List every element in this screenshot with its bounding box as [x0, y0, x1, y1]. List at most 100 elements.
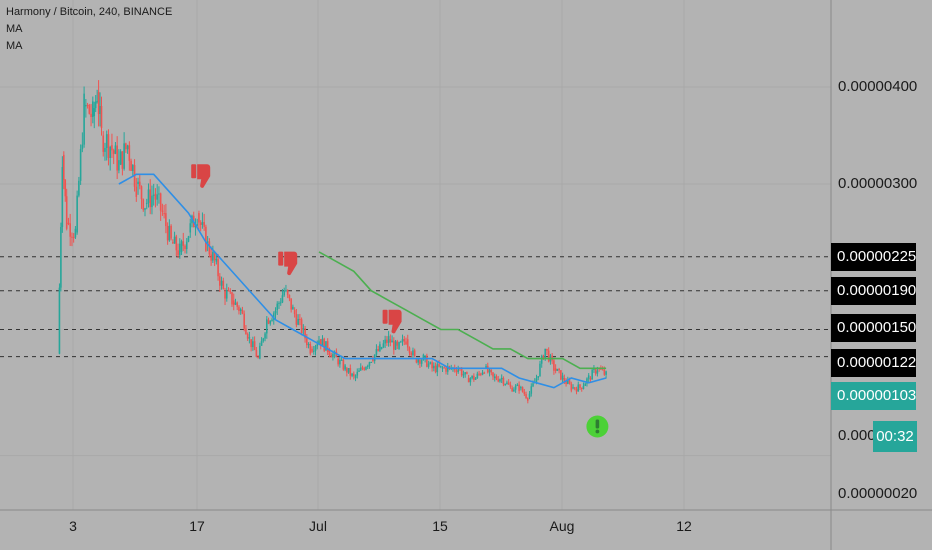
thumbs-down-icon[interactable] — [388, 309, 402, 334]
candle-down — [410, 352, 413, 356]
candle-up — [285, 290, 287, 292]
candle-up — [76, 195, 78, 233]
candle-up — [220, 280, 223, 286]
ma-slow-label[interactable]: MA — [6, 40, 23, 52]
thumbs-down-icon[interactable] — [278, 251, 284, 266]
candle-up — [132, 165, 134, 171]
candle-up — [528, 393, 531, 398]
candle-down — [130, 160, 132, 171]
candle-down — [413, 350, 416, 356]
candle-up — [325, 341, 327, 351]
ma-fast-label[interactable]: MA — [6, 23, 23, 35]
candle-up — [422, 354, 425, 361]
candle-down — [219, 276, 221, 286]
candle-up — [420, 360, 423, 364]
candle-up — [356, 371, 359, 376]
candle-down — [71, 236, 73, 238]
candle-down — [328, 348, 331, 356]
candle-down — [486, 365, 489, 373]
candle-down — [431, 362, 433, 369]
candle-up — [387, 336, 390, 343]
candle-up — [58, 287, 61, 354]
candle-down — [473, 375, 475, 380]
level-label[interactable]: 0.00000122 — [831, 349, 916, 377]
candle-up — [262, 338, 265, 341]
candle-up — [281, 295, 284, 303]
candle-down — [480, 373, 482, 375]
candle-up — [373, 354, 376, 361]
candle-up — [264, 333, 266, 339]
thumbs-down-icon[interactable] — [197, 164, 211, 188]
candle-down — [175, 236, 178, 251]
candle-up — [179, 243, 181, 256]
thumbs-down-icon[interactable] — [382, 309, 388, 324]
candle-up — [544, 348, 546, 360]
candle-down — [346, 368, 348, 373]
level-label[interactable]: 0.00000190 — [831, 277, 916, 305]
candle-up — [189, 223, 192, 233]
candle-up — [307, 343, 310, 346]
candle-up — [332, 354, 334, 358]
candle-up — [158, 193, 160, 195]
candle-up — [462, 374, 465, 376]
candle-up — [93, 108, 96, 117]
ma-slow-line[interactable] — [318, 251, 607, 370]
candle-up — [196, 224, 198, 226]
candle-up — [556, 368, 559, 371]
candle-up — [481, 372, 484, 375]
candle-up — [180, 241, 183, 252]
thumbs-down-icon[interactable] — [191, 164, 197, 179]
candle-up — [302, 328, 305, 330]
candle-down — [393, 340, 395, 350]
x-tick-label: Jul — [309, 518, 327, 534]
candle-down — [603, 369, 606, 375]
candle-down — [64, 179, 67, 197]
candle-down — [107, 134, 110, 158]
candle-down — [299, 318, 301, 320]
candle-down — [443, 367, 446, 369]
x-tick-label: 15 — [432, 518, 448, 534]
candle-up — [83, 93, 85, 145]
candle-up — [314, 346, 317, 351]
candle-up — [152, 194, 155, 196]
x-tick-label: 12 — [676, 518, 692, 534]
candle-down — [573, 387, 576, 389]
candle-up — [105, 134, 108, 148]
candle-up — [339, 359, 341, 365]
candle-down — [563, 378, 566, 382]
candle-up — [379, 344, 381, 351]
candle-up — [266, 319, 268, 334]
candle-up — [283, 290, 285, 296]
candle-down — [250, 339, 252, 348]
candle-down — [553, 360, 555, 371]
candle-up — [540, 355, 543, 364]
y-tick-label: 0.00000300 — [838, 175, 918, 192]
candle-up — [271, 319, 273, 322]
candle-down — [184, 245, 186, 250]
candle-up — [365, 366, 367, 370]
candle-up — [513, 389, 515, 392]
candle-down — [102, 135, 105, 152]
candle-down — [570, 383, 573, 391]
candle-up — [359, 367, 362, 371]
candle-down — [161, 210, 164, 212]
candle-up — [474, 378, 477, 380]
candle-down — [326, 341, 329, 353]
thumbs-down-icon[interactable] — [284, 251, 298, 276]
candle-down — [448, 366, 451, 368]
candle-up — [212, 252, 214, 261]
candle-down — [121, 151, 124, 169]
candle-up — [429, 362, 432, 364]
candle-down — [63, 154, 65, 180]
level-label[interactable]: 0.00000225 — [831, 243, 916, 271]
candle-up — [500, 377, 503, 380]
candle-down — [406, 339, 409, 348]
level-label[interactable]: 0.00000150 — [831, 314, 916, 342]
candle-up — [194, 225, 197, 228]
ma-fast-line[interactable] — [118, 173, 607, 389]
candle-down — [396, 341, 399, 346]
candle-up — [366, 365, 369, 367]
candle-down — [306, 338, 308, 346]
